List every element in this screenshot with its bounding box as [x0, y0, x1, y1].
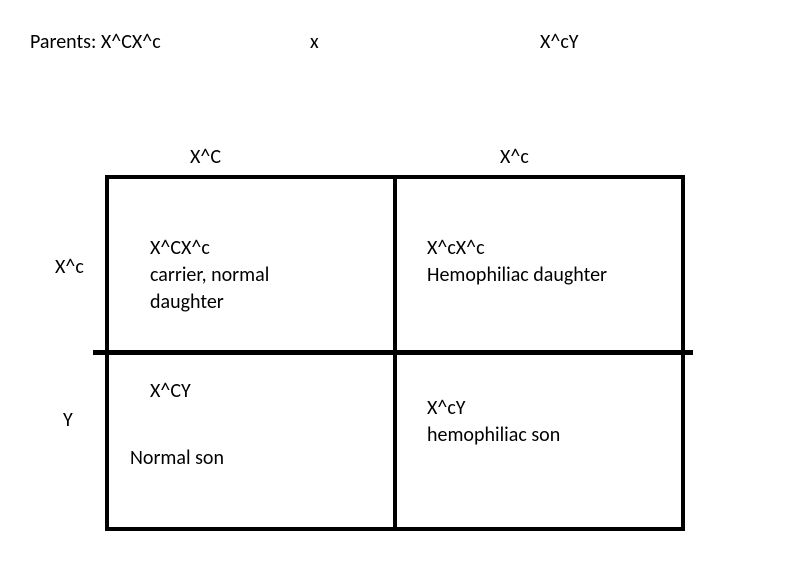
grid-divider-horizontal	[93, 350, 693, 355]
cell-bottom-right: X^cY hemophiliac son	[427, 395, 657, 449]
cell-bottom-left-phenotype: Normal son	[130, 445, 224, 472]
row-header-1: X^c	[55, 255, 84, 279]
cell-bottom-left-genotype: X^CY	[150, 378, 191, 405]
parents-mother-genotype: Parents: X^CX^c	[30, 30, 161, 54]
cell-top-right: X^cX^c Hemophiliac daughter	[427, 235, 677, 289]
column-header-1: X^C	[190, 145, 221, 169]
parents-father-genotype: X^cY	[540, 30, 579, 54]
cell-top-left: X^CX^c carrier, normal daughter	[150, 235, 380, 316]
column-header-2: X^c	[500, 145, 529, 169]
row-header-2: Y	[63, 408, 73, 432]
cross-symbol: x	[310, 30, 319, 54]
